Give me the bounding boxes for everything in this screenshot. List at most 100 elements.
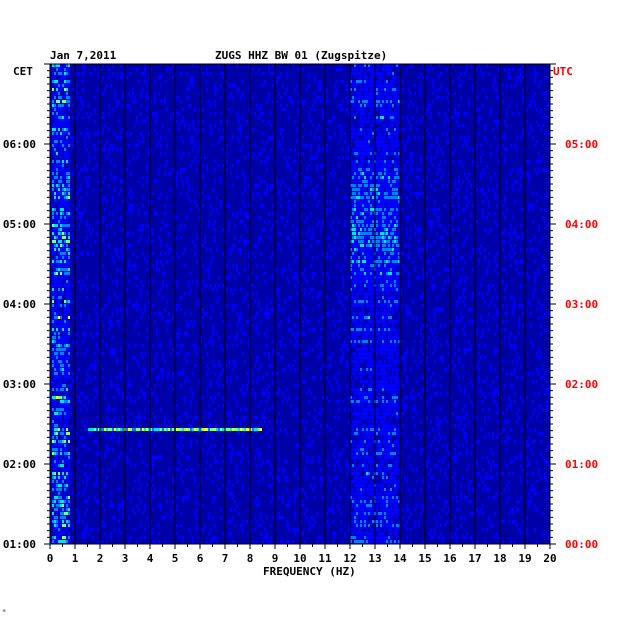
heatmap-cell [360, 304, 362, 307]
heatmap-cell [60, 160, 62, 163]
heatmap-cell [64, 216, 66, 219]
heatmap-cell [526, 248, 528, 251]
heatmap-cell [220, 96, 222, 99]
heatmap-cell [504, 132, 506, 135]
heatmap-cell [426, 272, 428, 275]
heatmap-cell [102, 240, 104, 243]
heatmap-cell [362, 156, 364, 159]
heatmap-cell [52, 324, 54, 327]
heatmap-cell [432, 256, 434, 259]
heatmap-cell [268, 220, 270, 223]
heatmap-cell [386, 80, 388, 83]
heatmap-cell [398, 184, 400, 187]
heatmap-cell [70, 136, 72, 139]
heatmap-cell [128, 204, 130, 207]
heatmap-cell [58, 276, 60, 279]
heatmap-cell [212, 208, 214, 211]
heatmap-cell [386, 292, 388, 295]
heatmap-cell [484, 124, 486, 127]
heatmap-cell [384, 224, 386, 227]
heatmap-cell [488, 252, 490, 255]
heatmap-cell [402, 80, 404, 83]
heatmap-cell [382, 128, 384, 131]
heatmap-cell [344, 132, 346, 135]
heatmap-cell [352, 272, 354, 275]
heatmap-cell [304, 176, 306, 179]
heatmap-cell [364, 180, 366, 183]
heatmap-cell [398, 80, 400, 83]
heatmap-cell [154, 180, 156, 183]
heatmap-cell [54, 312, 56, 315]
heatmap-cell [398, 144, 400, 147]
heatmap-cell [456, 260, 458, 263]
heatmap-cell [384, 112, 386, 115]
heatmap-cell [430, 64, 432, 67]
heatmap-cell [262, 140, 264, 143]
heatmap-cell [158, 92, 160, 95]
heatmap-cell [210, 264, 212, 267]
heatmap-cell [396, 164, 398, 167]
heatmap-cell [62, 252, 64, 255]
heatmap-cell [496, 124, 498, 127]
heatmap-cell [52, 164, 54, 167]
heatmap-cell [226, 288, 228, 291]
heatmap-cell [394, 212, 396, 215]
heatmap-cell [68, 312, 70, 315]
heatmap-cell [372, 100, 374, 103]
heatmap-cell [538, 316, 540, 319]
heatmap-cell [68, 144, 70, 147]
heatmap-cell [392, 244, 394, 247]
heatmap-cell [66, 292, 68, 295]
heatmap-cell [178, 304, 180, 307]
heatmap-cell [398, 284, 400, 287]
heatmap-cell [390, 364, 392, 367]
heatmap-cell [350, 92, 352, 95]
heatmap-cell [382, 340, 384, 343]
heatmap-cell [458, 124, 460, 127]
heatmap-cell [448, 100, 450, 103]
heatmap-cell [338, 140, 340, 143]
heatmap-cell [376, 320, 378, 323]
heatmap-cell [78, 112, 80, 115]
heatmap-cell [60, 368, 62, 371]
heatmap-cell [160, 228, 162, 231]
heatmap-cell [368, 368, 370, 371]
heatmap-cell [480, 284, 482, 287]
heatmap-cell [54, 140, 56, 143]
heatmap-cell [360, 124, 362, 127]
heatmap-cell [398, 64, 400, 67]
heatmap-cell [64, 228, 66, 231]
heatmap-cell [364, 64, 366, 67]
heatmap-cell [398, 96, 400, 99]
heatmap-cell [254, 184, 256, 187]
heatmap-cell [230, 288, 232, 291]
heatmap-cell [198, 140, 200, 143]
heatmap-cell [66, 328, 68, 331]
heatmap-cell [350, 300, 352, 303]
heatmap-cell [66, 280, 68, 283]
heatmap-cell [370, 280, 372, 283]
heatmap-cell [494, 332, 496, 335]
heatmap-cell [458, 104, 460, 107]
heatmap-cell [52, 356, 54, 359]
heatmap-cell [188, 184, 190, 187]
heatmap-cell [264, 352, 266, 355]
heatmap-cell [426, 260, 428, 263]
heatmap-cell [66, 96, 68, 99]
heatmap-cell [370, 64, 372, 67]
heatmap-cell [500, 152, 502, 155]
heatmap-cell [310, 264, 312, 267]
heatmap-cell [412, 316, 414, 319]
heatmap-cell [58, 360, 60, 363]
heatmap-cell [370, 268, 372, 271]
heatmap-cell [368, 80, 370, 83]
heatmap-cell [64, 244, 66, 247]
heatmap-cell [284, 344, 286, 347]
heatmap-cell [320, 368, 322, 371]
heatmap-cell [290, 96, 292, 99]
heatmap-cell [376, 188, 378, 191]
heatmap-cell [182, 152, 184, 155]
heatmap-cell [54, 260, 56, 263]
heatmap-cell [410, 192, 412, 195]
heatmap-cell [130, 244, 132, 247]
